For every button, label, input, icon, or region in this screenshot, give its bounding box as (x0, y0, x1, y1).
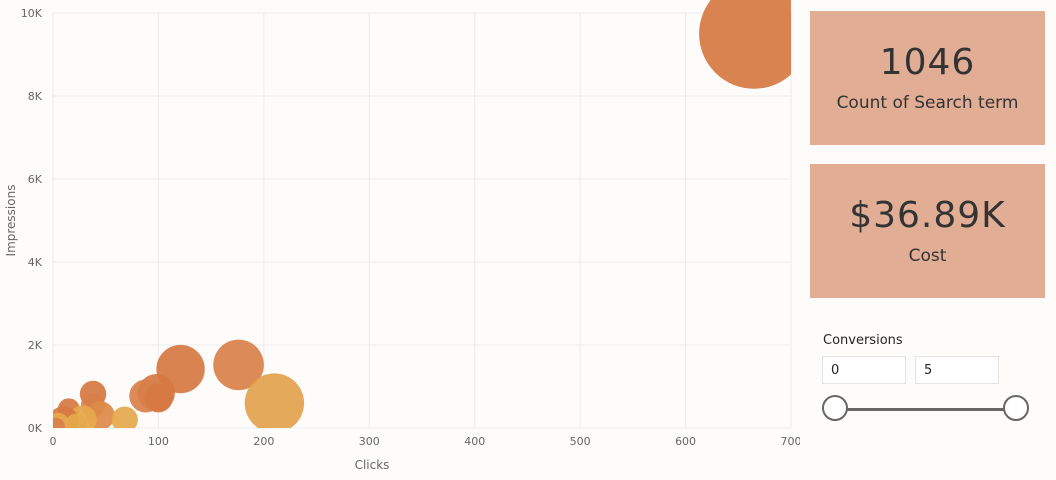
bubble-point[interactable] (47, 417, 65, 436)
slicer-min-input[interactable]: 0 (822, 356, 906, 384)
x-axis-title: Clicks (355, 458, 390, 472)
y-axis-title: Impressions (4, 185, 18, 257)
cost-label: Cost (908, 245, 947, 266)
bubble-point[interactable] (699, 0, 800, 89)
x-tick-label: 100 (148, 435, 169, 448)
slider-handle-max[interactable] (1003, 395, 1029, 421)
y-tick-label: 6K (28, 173, 43, 186)
slider-handle-min[interactable] (822, 395, 848, 421)
count-label: Count of Search term (836, 92, 1019, 113)
y-tick-label: 0K (28, 422, 43, 435)
cost-card: $36.89K Cost (810, 164, 1045, 298)
y-tick-label: 8K (28, 90, 43, 103)
y-tick-label: 4K (28, 256, 43, 269)
x-tick-label: 300 (359, 435, 380, 448)
y-tick-label: 2K (28, 339, 43, 352)
count-value: 1046 (879, 42, 976, 84)
conversions-slicer: Conversions 0 5 (822, 330, 1042, 450)
cost-value: $36.89K (849, 195, 1006, 237)
x-tick-label: 500 (570, 435, 591, 448)
x-tick-label: 200 (253, 435, 274, 448)
x-tick-label: 400 (464, 435, 485, 448)
x-tick-label: 600 (675, 435, 696, 448)
x-tick-label: 700 (781, 435, 801, 448)
x-tick-label: 0 (50, 435, 57, 448)
bubble-point[interactable] (65, 413, 88, 436)
y-tick-label: 10K (21, 7, 43, 20)
bubble-point[interactable] (111, 406, 138, 433)
bubble-point[interactable] (213, 339, 264, 391)
bubble-point[interactable] (244, 373, 305, 432)
count-card: 1046 Count of Search term (810, 11, 1045, 145)
slicer-max-input[interactable]: 5 (915, 356, 999, 384)
scatter-chart: 0 100 200 300 400 500 600 700 0K 2K 4K 6K 8K 10K Click… (4, 0, 801, 472)
slicer-title: Conversions (823, 333, 903, 348)
slider-track[interactable] (837, 408, 1017, 411)
scatter-chart-svg: 0 100 200 300 400 500 600 700 0K 2K 4K 6K 8K 10K Click… (4, 0, 801, 472)
bubble-point[interactable] (144, 383, 173, 413)
